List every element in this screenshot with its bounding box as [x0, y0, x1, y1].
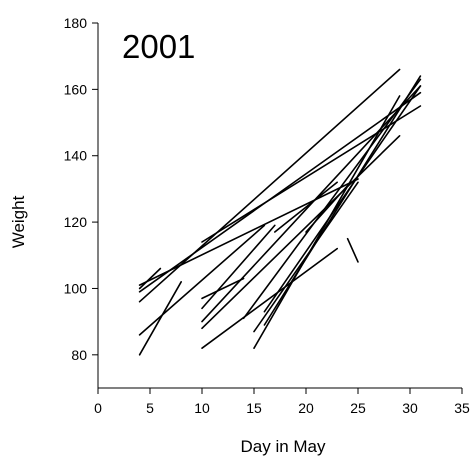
x-tick-label: 20: [298, 400, 314, 416]
axes: 0 5 10 15 20 25 30 35 80 100 120 140 160 180: [64, 15, 470, 416]
x-tick-label: 15: [246, 400, 262, 416]
x-tick-label: 0: [94, 400, 102, 416]
series-line-9: [202, 136, 400, 328]
series-line-12: [202, 279, 244, 299]
chart-title: 2001: [122, 28, 195, 65]
x-tick-label: 25: [350, 400, 366, 416]
series-line-2: [140, 93, 421, 292]
series-line-20: [348, 239, 358, 262]
y-tick-label: 100: [64, 280, 88, 296]
y-tick-label: 180: [64, 15, 88, 31]
x-tick-label: 5: [146, 400, 154, 416]
y-tick-label: 160: [64, 81, 88, 97]
y-tick-label: 80: [71, 347, 87, 363]
y-tick-label: 140: [64, 148, 88, 164]
x-tick-label: 30: [402, 400, 418, 416]
series-layer: [140, 70, 421, 355]
series-line-16: [264, 76, 420, 325]
x-axis-label: Day in May: [240, 437, 326, 456]
series-line-5: [140, 282, 182, 355]
y-axis-label: Weight: [9, 195, 28, 248]
x-tick-label: 10: [194, 400, 210, 416]
series-line-3: [140, 179, 358, 285]
x-tick-label: 35: [454, 400, 470, 416]
y-tick-label: 120: [64, 214, 88, 230]
